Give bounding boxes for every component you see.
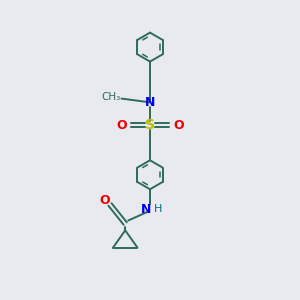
Text: O: O [116, 119, 127, 132]
Text: H: H [154, 204, 163, 214]
Text: S: S [145, 118, 155, 132]
Text: N: N [145, 96, 155, 109]
Text: CH₃: CH₃ [101, 92, 120, 102]
Text: N: N [141, 202, 152, 216]
Text: O: O [100, 194, 110, 207]
Text: O: O [173, 119, 184, 132]
